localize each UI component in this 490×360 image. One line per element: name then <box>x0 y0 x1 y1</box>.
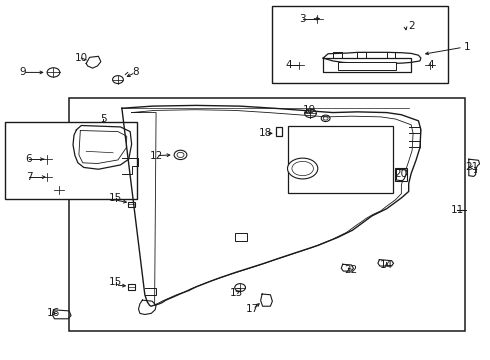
Text: 1: 1 <box>464 42 470 52</box>
Text: 6: 6 <box>25 154 32 164</box>
Text: 20: 20 <box>394 168 407 179</box>
Text: 10: 10 <box>75 53 88 63</box>
Bar <box>272 6 448 83</box>
Text: 16: 16 <box>47 309 60 318</box>
Text: 11: 11 <box>451 206 464 216</box>
Bar <box>128 202 135 207</box>
Text: 4: 4 <box>427 60 434 70</box>
Text: 4: 4 <box>286 60 293 70</box>
Bar <box>235 233 247 241</box>
Text: 22: 22 <box>344 265 357 275</box>
Text: 13: 13 <box>230 288 243 298</box>
Bar <box>395 168 407 181</box>
Text: 18: 18 <box>259 129 272 138</box>
Text: 17: 17 <box>246 304 259 314</box>
Text: 9: 9 <box>20 67 26 77</box>
Text: 21: 21 <box>466 162 479 172</box>
Text: 3: 3 <box>299 14 306 24</box>
Ellipse shape <box>288 158 318 179</box>
Text: 14: 14 <box>380 260 393 270</box>
Bar <box>69 98 465 330</box>
Text: 15: 15 <box>109 277 122 287</box>
Text: 8: 8 <box>132 67 139 77</box>
Bar <box>4 122 137 199</box>
Bar <box>276 127 282 136</box>
Bar <box>128 284 135 290</box>
Bar <box>338 62 396 70</box>
Text: 15: 15 <box>109 193 122 203</box>
Bar <box>288 126 393 193</box>
Text: 2: 2 <box>408 21 415 31</box>
Text: 19: 19 <box>303 105 316 115</box>
Text: 12: 12 <box>149 150 163 161</box>
Text: 7: 7 <box>25 172 32 182</box>
Ellipse shape <box>292 161 314 176</box>
Text: 5: 5 <box>100 114 107 124</box>
